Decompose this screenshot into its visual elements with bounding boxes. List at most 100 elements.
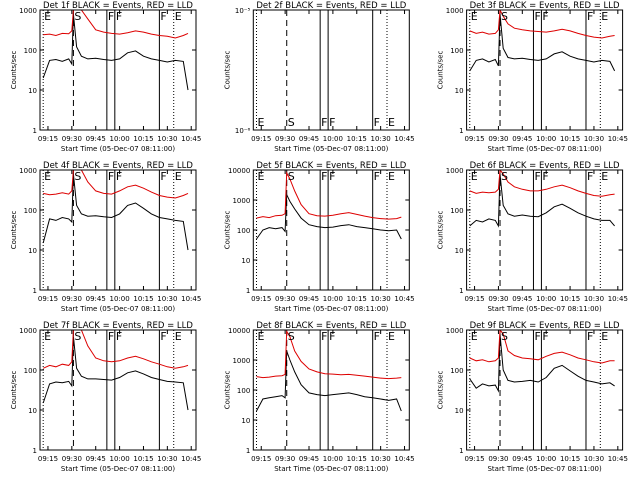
y-tick-label: 10 — [241, 417, 250, 425]
x-tick-label: 10:45 — [181, 135, 201, 143]
plot-area — [42, 10, 189, 130]
x-tick-label: 10:30 — [584, 135, 604, 143]
y-tick-label: 10⁻⁶ — [235, 127, 251, 135]
x-tick-label: 09:45 — [512, 455, 532, 463]
x-tick-label: 10:00 — [109, 455, 129, 463]
flag-label: E — [601, 10, 608, 23]
x-tick-label: 10:00 — [109, 295, 129, 303]
x-tick-label: 09:45 — [512, 295, 532, 303]
axes-frame — [252, 9, 410, 131]
x-tick-label: 10:30 — [584, 455, 604, 463]
y-tick-label: 1000 — [232, 197, 250, 205]
flag-label: E — [44, 170, 51, 183]
y-axis-label: Counts/sec — [223, 371, 231, 410]
y-tick-label: 100 — [450, 367, 463, 375]
y-tick-label: 100 — [450, 47, 463, 55]
flag-label: F — [587, 170, 593, 183]
chart-title: Det 3f BLACK = Events, RED = LLD — [470, 1, 620, 11]
x-tick-label: 09:30 — [488, 135, 508, 143]
x-tick-label: 09:15 — [464, 135, 484, 143]
flag-label: F — [321, 170, 327, 183]
flag-label: E — [44, 10, 51, 23]
y-tick-label: 1000 — [232, 357, 250, 365]
x-tick-label: 10:45 — [608, 295, 628, 303]
flag-label: E — [388, 170, 395, 183]
flag-label: S — [74, 170, 81, 183]
y-tick-label: 1 — [459, 447, 463, 455]
x-tick-label: 10:00 — [323, 455, 343, 463]
axes-frame — [466, 9, 624, 131]
x-tick-label: 10:45 — [608, 135, 628, 143]
x-tick-label: 09:45 — [299, 455, 319, 463]
x-tick-label: 09:30 — [488, 455, 508, 463]
axes-frame — [252, 329, 410, 451]
series-line-lld — [43, 10, 189, 39]
flag-label: S — [501, 330, 508, 343]
x-tick-label: 10:45 — [394, 295, 414, 303]
y-tick-label: 10 — [455, 247, 464, 255]
chart-title: Det 5f BLACK = Events, RED = LLD — [256, 161, 406, 171]
chart-title: Det 7f BLACK = Events, RED = LLD — [43, 321, 193, 331]
series-line-lld — [42, 330, 189, 369]
flag-label: S — [501, 170, 508, 183]
x-axis-label: Start Time (05-Dec-07 08:11:00) — [61, 145, 175, 153]
y-tick-label: 100 — [450, 207, 463, 215]
x-tick-label: 09:30 — [62, 135, 82, 143]
y-tick-label: 1 — [459, 127, 463, 135]
x-tick-label: 09:15 — [251, 135, 271, 143]
flag-label: F — [534, 330, 540, 343]
flag-label: E — [601, 330, 608, 343]
x-axis-label: Start Time (05-Dec-07 08:11:00) — [61, 305, 175, 313]
y-axis-label: Counts/sec — [10, 371, 18, 410]
x-tick-label: 10:00 — [536, 135, 556, 143]
x-tick-label: 10:30 — [157, 135, 177, 143]
flag-label: F — [374, 116, 380, 129]
flag-label: S — [501, 10, 508, 23]
x-tick-label: 10:00 — [323, 135, 343, 143]
y-tick-label: 10000 — [228, 167, 250, 175]
y-tick-label: 1 — [33, 287, 37, 295]
x-tick-label: 10:45 — [608, 455, 628, 463]
plot-area — [469, 170, 615, 290]
x-tick-label: 10:45 — [181, 295, 201, 303]
x-axis-label: Start Time (05-Dec-07 08:11:00) — [487, 465, 601, 473]
series-line-events — [256, 194, 402, 240]
y-tick-label: 1000 — [19, 167, 37, 175]
x-tick-label: 10:30 — [584, 295, 604, 303]
chart-title: Det 6f BLACK = Events, RED = LLD — [470, 161, 620, 171]
series-line-events — [469, 333, 615, 393]
series-line-events — [469, 13, 616, 72]
x-tick-label: 10:30 — [371, 135, 391, 143]
flag-label: E — [388, 330, 395, 343]
flag-label: E — [471, 170, 478, 183]
flag-label: F — [587, 10, 593, 23]
series-line-lld — [43, 170, 189, 199]
flag-label: F — [534, 170, 540, 183]
y-axis-label: Counts/sec — [10, 51, 18, 90]
x-tick-label: 10:00 — [323, 295, 343, 303]
flag-label: S — [288, 170, 295, 183]
flag-label: F — [329, 330, 335, 343]
x-tick-label: 10:45 — [181, 455, 201, 463]
flag-label: F — [160, 330, 166, 343]
x-tick-label: 10:45 — [394, 135, 414, 143]
flag-label: E — [471, 10, 478, 23]
x-axis-label: Start Time (05-Dec-07 08:11:00) — [274, 145, 388, 153]
y-tick-label: 1000 — [19, 7, 37, 15]
flag-label: S — [74, 10, 81, 23]
chart-title: Det 8f BLACK = Events, RED = LLD — [256, 321, 406, 331]
y-tick-label: 1 — [459, 287, 463, 295]
axes-frame — [39, 329, 197, 451]
flag-label: F — [329, 116, 335, 129]
x-axis-label: Start Time (05-Dec-07 08:11:00) — [274, 465, 388, 473]
x-tick-label: 09:30 — [275, 455, 295, 463]
y-tick-label: 100 — [24, 47, 37, 55]
y-tick-label: 10 — [28, 247, 37, 255]
flag-label: S — [288, 116, 295, 129]
flag-label: F — [329, 170, 335, 183]
x-tick-label: 10:45 — [394, 455, 414, 463]
